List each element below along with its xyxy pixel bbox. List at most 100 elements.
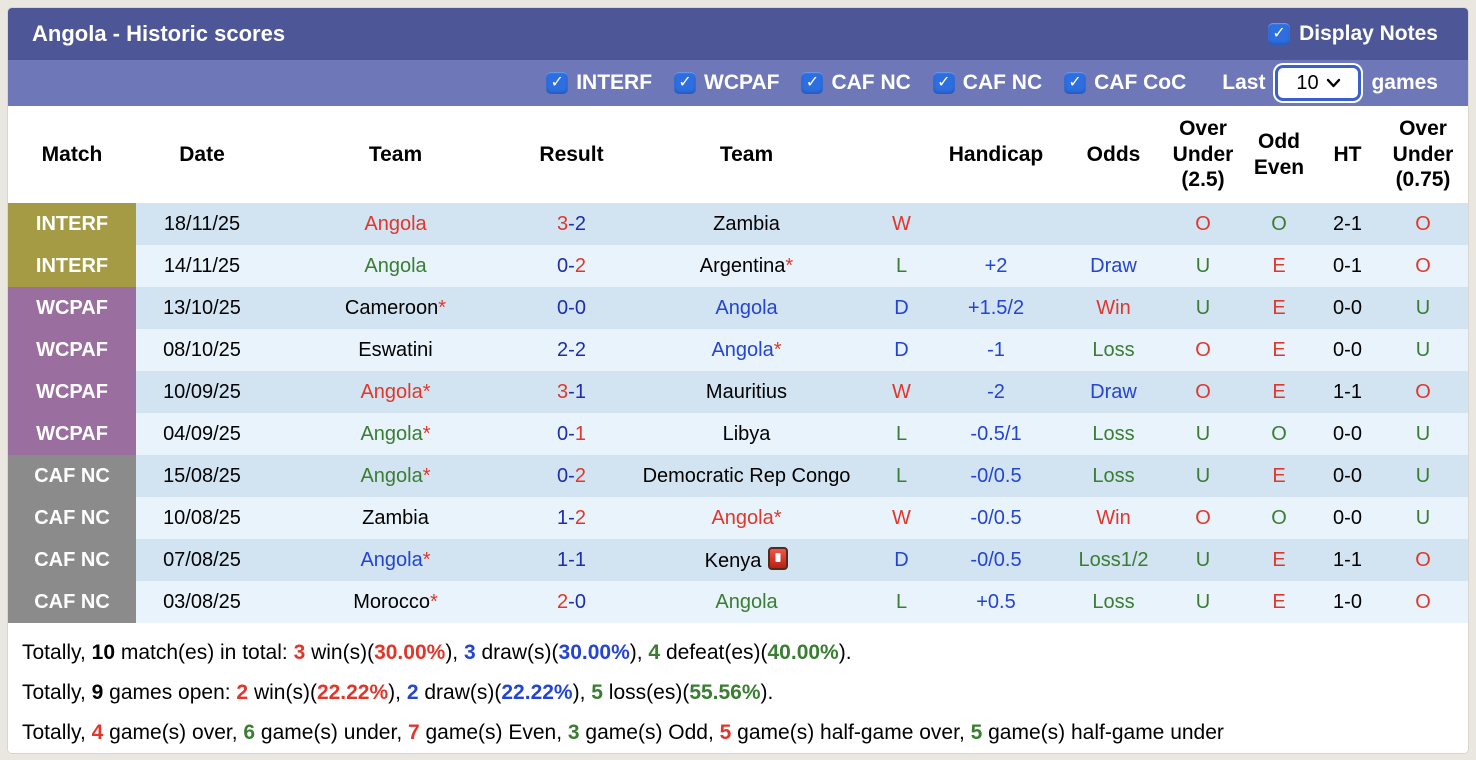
last-games-control: Last 10 games <box>1222 65 1438 101</box>
over-under-075: U <box>1378 287 1468 329</box>
outcome-letter: W <box>873 371 930 413</box>
summary-segment: draw(s)( <box>475 641 559 664</box>
odds-result: Loss <box>1062 455 1165 497</box>
odds-result: Loss <box>1062 329 1165 371</box>
summary-segment: Totally, <box>22 721 92 744</box>
ht-score: 0-0 <box>1317 497 1378 539</box>
team-name: Angola <box>360 548 423 571</box>
col-header-odd-even: Odd Even <box>1241 106 1317 203</box>
over-under-25: U <box>1165 287 1241 329</box>
home-score: 1 <box>557 548 569 571</box>
home-score: 1 <box>557 506 569 529</box>
odds-result: Draw <box>1062 371 1165 413</box>
table-row: INTERF 14/11/25 Angola 0-2 Argentina* L +2 Draw… <box>8 245 1468 287</box>
away-team-cell: Angola <box>620 287 873 329</box>
team-name: Angola <box>360 422 423 445</box>
competition-filter[interactable]: ✓ INTERF <box>546 71 652 95</box>
ht-score: 0-0 <box>1317 329 1378 371</box>
over-under-25: U <box>1165 455 1241 497</box>
handicap-value: +0.5 <box>930 581 1062 623</box>
handicap-value: -2 <box>930 371 1062 413</box>
team-name: Zambia <box>362 506 429 529</box>
checkbox-checked-icon[interactable]: ✓ <box>1268 23 1291 45</box>
summary-segment: 3 <box>567 721 580 744</box>
handicap-value: -0/0.5 <box>930 497 1062 539</box>
col-header-outcome <box>873 106 930 203</box>
over-under-25: U <box>1165 581 1241 623</box>
away-score: 2 <box>574 254 586 277</box>
summary-segment: Totally, <box>22 681 92 704</box>
checkbox-checked-icon[interactable]: ✓ <box>932 72 955 94</box>
checkbox-checked-icon[interactable]: ✓ <box>674 72 697 94</box>
team-name: Cameroon <box>344 296 439 319</box>
summary-segment: 2 <box>406 681 419 704</box>
competition-filter[interactable]: ✓ WCPAF <box>674 71 779 95</box>
team-name: Angola <box>715 296 778 319</box>
summary-line-2: Totally, 9 games open: 2 win(s)(22.22%),… <box>22 673 1468 713</box>
outcome-letter: D <box>873 287 930 329</box>
match-date: 10/08/25 <box>136 497 268 539</box>
odds-result: Win <box>1062 497 1165 539</box>
col-header-over-under-075: Over Under (0.75) <box>1378 106 1468 203</box>
summary-segment: game(s) over, <box>103 721 244 744</box>
away-score: 2 <box>574 506 586 529</box>
score-dash: - <box>568 464 575 487</box>
score-dash: - <box>568 422 575 445</box>
competition-filter[interactable]: ✓ CAF NC <box>932 71 1042 95</box>
team-name: Argentina <box>699 254 786 277</box>
odds-result <box>1062 203 1165 245</box>
competition-filter-label: INTERF <box>576 71 653 94</box>
table-row: CAF NC 07/08/25 Angola* 1-1 Kenya D -0/0.5 Loss… <box>8 539 1468 581</box>
odd-even: E <box>1241 329 1317 371</box>
team-name: Morocco <box>353 590 430 613</box>
home-team-cell: Angola* <box>268 539 523 581</box>
competition-badge: WCPAF <box>8 329 136 371</box>
outcome-letter: D <box>873 329 930 371</box>
away-team-cell: Angola <box>620 581 873 623</box>
checkbox-checked-icon[interactable]: ✓ <box>546 72 569 94</box>
home-team-cell: Angola* <box>268 371 523 413</box>
ht-score: 0-0 <box>1317 455 1378 497</box>
away-team-cell: Angola* <box>620 497 873 539</box>
summary-segment: ), <box>388 681 407 704</box>
summary-segment: 40.00% <box>767 641 839 664</box>
filter-bar: ✓ INTERF ✓ WCPAF ✓ CAF NC ✓ CAF NC ✓ CAF CoC Last… <box>8 60 1468 106</box>
over-under-075: O <box>1378 539 1468 581</box>
games-count-select[interactable]: 10 <box>1275 65 1362 101</box>
away-team-cell: Democratic Rep Congo <box>620 455 873 497</box>
col-header-home-team: Team <box>268 106 523 203</box>
table-row: WCPAF 04/09/25 Angola* 0-1 Libya L -0.5/1 Loss U… <box>8 413 1468 455</box>
checkbox-checked-icon[interactable]: ✓ <box>1064 72 1087 94</box>
competition-filter[interactable]: ✓ CAF NC <box>801 71 911 95</box>
over-under-075: O <box>1378 371 1468 413</box>
col-header-ht: HT <box>1317 106 1378 203</box>
col-header-date: Date <box>136 106 268 203</box>
chevron-down-icon <box>1326 78 1340 88</box>
competition-filter[interactable]: ✓ CAF CoC <box>1064 71 1186 95</box>
over-under-075: U <box>1378 497 1468 539</box>
team-name: Zambia <box>713 212 780 235</box>
over-under-075: U <box>1378 455 1468 497</box>
summary-segment: 30.00% <box>374 641 446 664</box>
checkbox-checked-icon[interactable]: ✓ <box>801 72 824 94</box>
table-row: WCPAF 08/10/25 Eswatini 2-2 Angola* D -1 Loss O E… <box>8 329 1468 371</box>
display-notes-toggle[interactable]: ✓ Display Notes <box>1268 22 1438 46</box>
summary-segment: 4 <box>91 721 104 744</box>
outcome-letter: D <box>873 539 930 581</box>
home-indicator-star: * <box>438 296 447 319</box>
team-name: Angola <box>360 464 423 487</box>
competition-badge: CAF NC <box>8 539 136 581</box>
team-name: Angola <box>711 506 774 529</box>
col-header-handicap: Handicap <box>930 106 1062 203</box>
table-header: Match Date Team Result Team Handicap Odd… <box>8 106 1468 203</box>
competition-filters: ✓ INTERF ✓ WCPAF ✓ CAF NC ✓ CAF NC ✓ CAF CoC <box>546 71 1186 95</box>
handicap-value: -1 <box>930 329 1062 371</box>
ht-score: 0-0 <box>1317 413 1378 455</box>
ht-score: 2-1 <box>1317 203 1378 245</box>
summary-segment: games open: <box>103 681 237 704</box>
handicap-value: -0.5/1 <box>930 413 1062 455</box>
summary-segment: 5 <box>719 721 732 744</box>
col-header-result: Result <box>523 106 620 203</box>
home-team-cell: Eswatini <box>268 329 523 371</box>
historic-scores-panel: Angola - Historic scores ✓ Display Notes… <box>8 8 1468 753</box>
